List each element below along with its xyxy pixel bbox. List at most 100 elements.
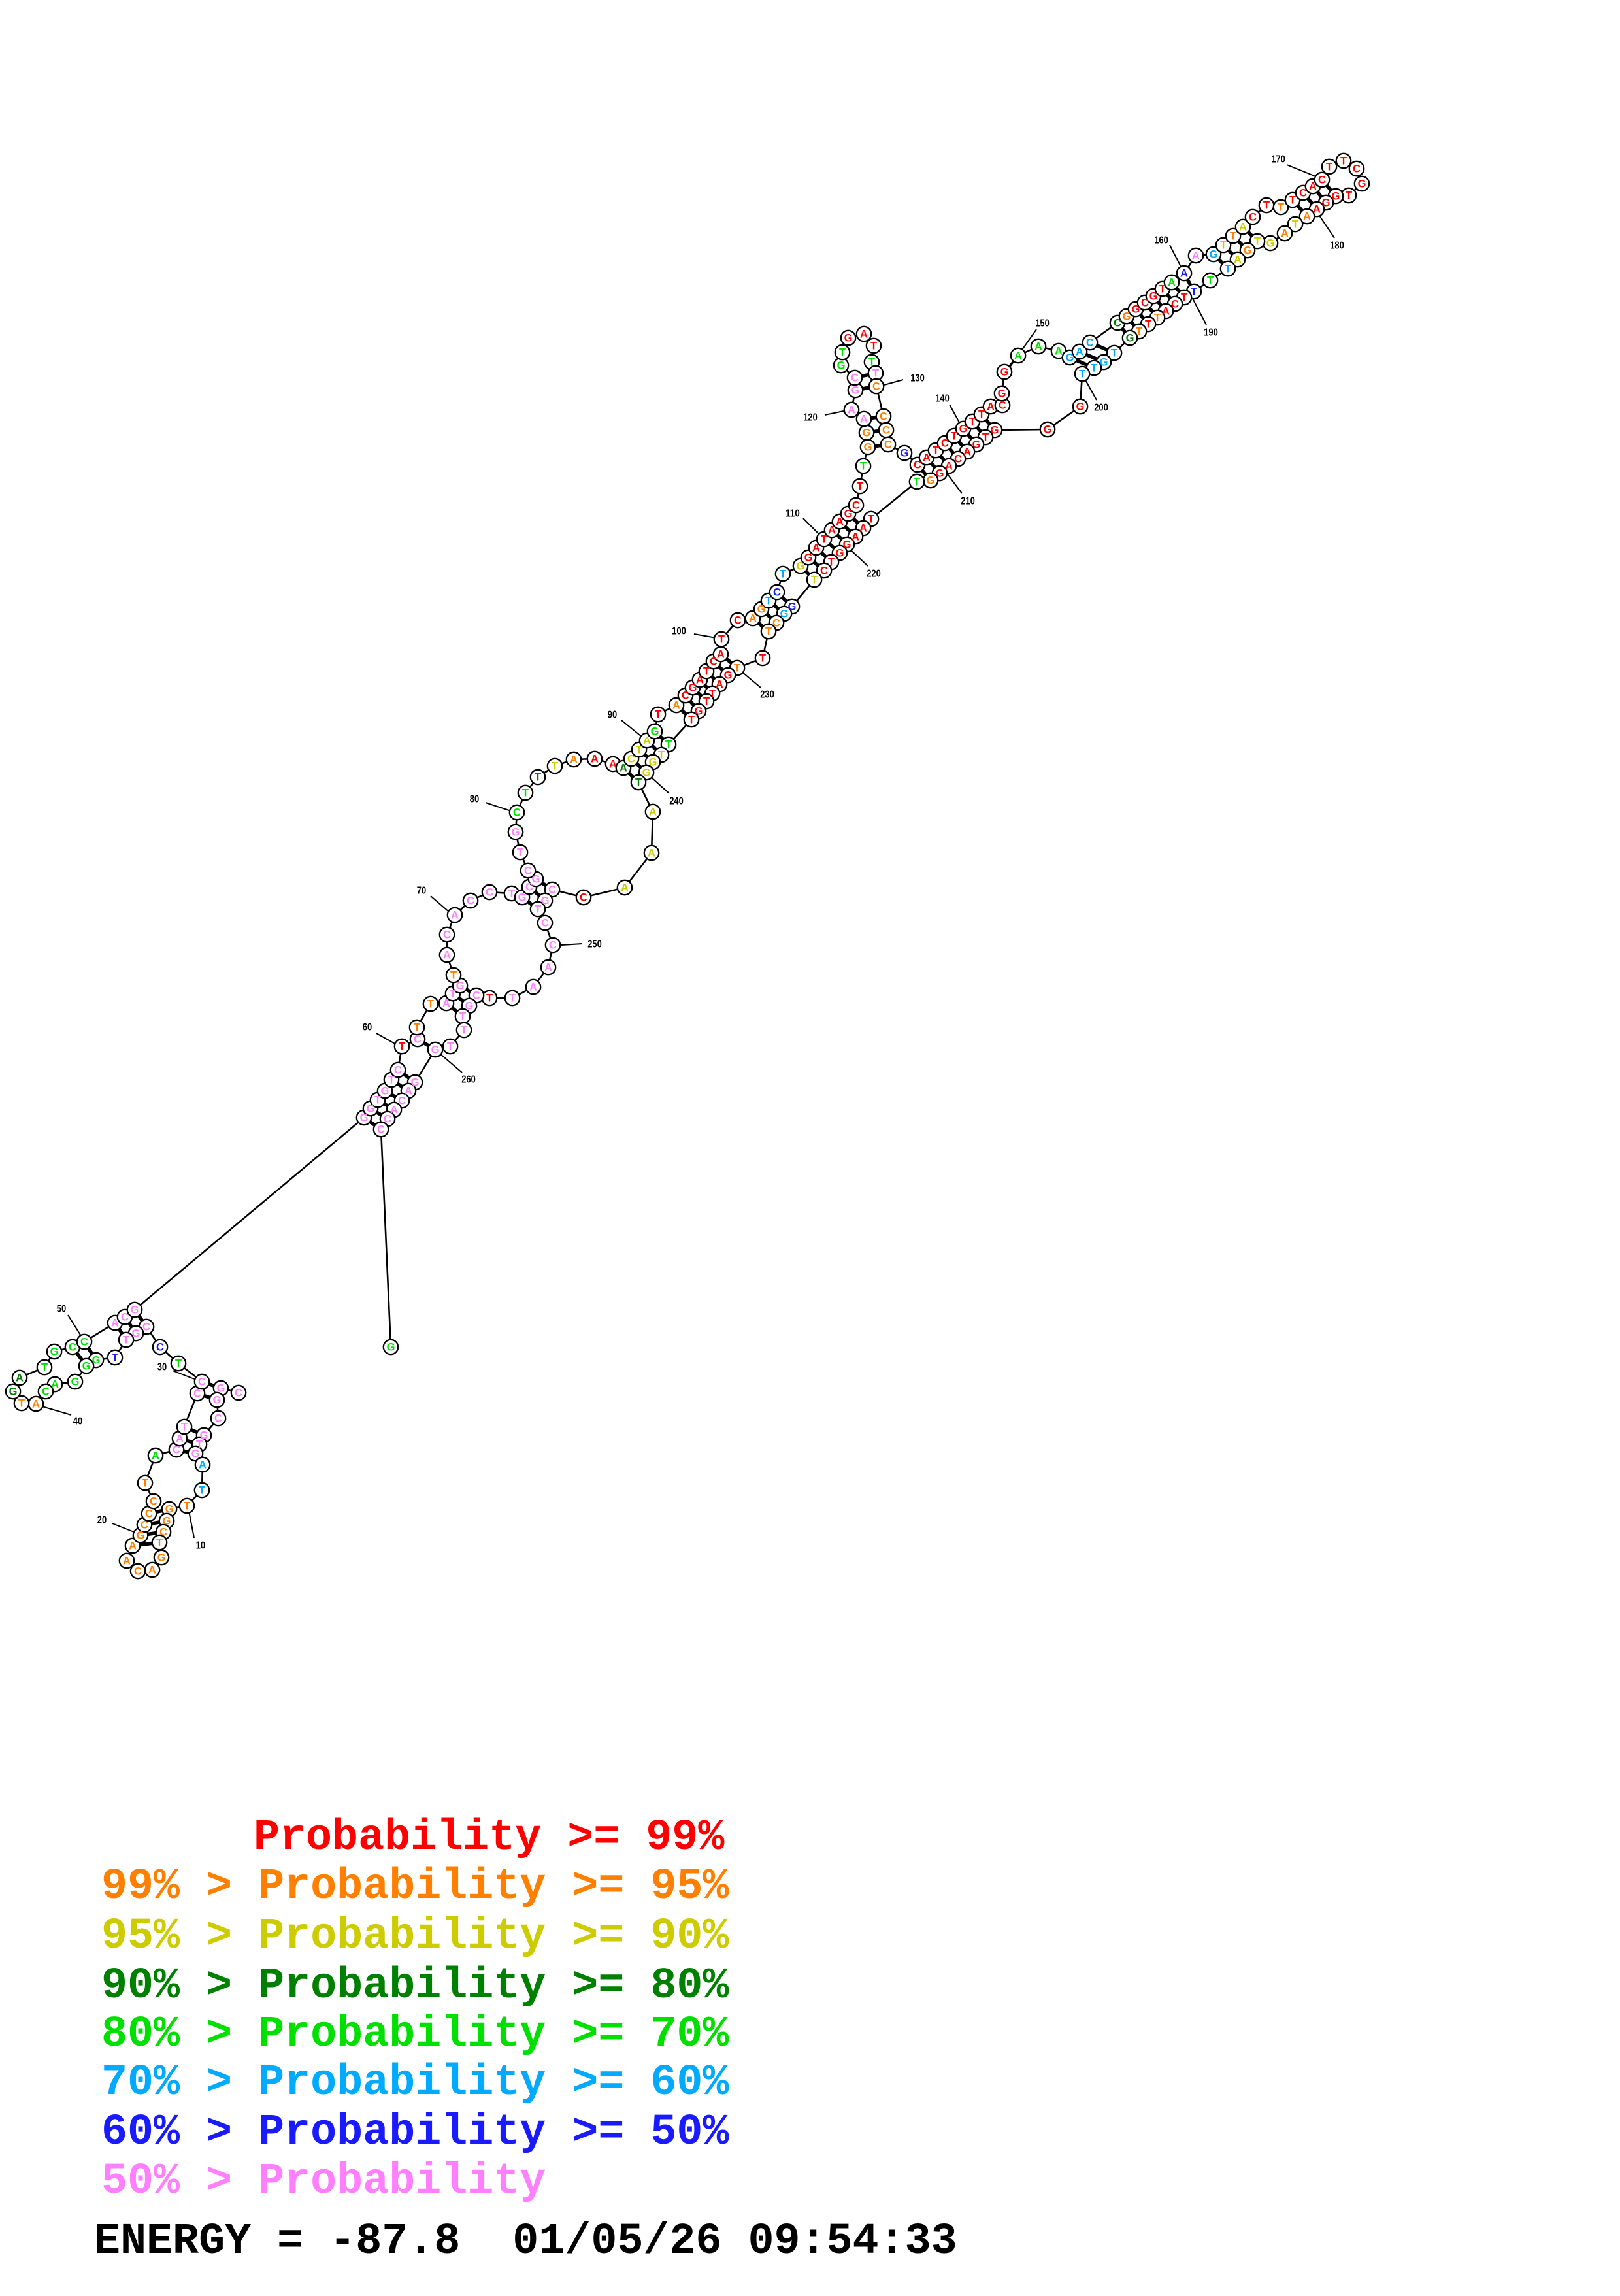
svg-text:C: C [1141,297,1149,309]
svg-text:T: T [703,696,710,708]
svg-text:T: T [1191,286,1197,298]
svg-text:A: A [643,735,651,747]
svg-text:A: A [390,1105,398,1116]
svg-text:G: G [851,385,860,397]
svg-text:T: T [1225,263,1231,275]
svg-text:C: C [772,618,780,629]
svg-text:G: G [512,827,520,839]
svg-text:T: T [860,461,867,473]
svg-text:C: C [69,1342,76,1354]
svg-text:G: G [804,552,813,564]
svg-text:G: G [927,475,935,487]
svg-text:T: T [1220,240,1227,252]
svg-text:T: T [414,1022,420,1034]
svg-text:T: T [665,739,672,751]
svg-text:20: 20 [97,1515,107,1526]
svg-text:T: T [1207,275,1214,287]
svg-text:G: G [901,448,909,459]
svg-text:A: A [648,848,655,859]
svg-text:T: T [450,988,456,1000]
svg-text:T: T [982,432,989,444]
svg-text:C: C [1318,175,1326,186]
svg-text:T: T [1079,369,1085,380]
svg-text:C: C [134,1566,142,1578]
svg-text:T: T [655,709,661,721]
svg-text:G: G [1332,191,1340,203]
svg-text:C: C [524,865,532,877]
svg-text:T: T [112,1352,118,1364]
svg-text:T: T [399,1041,405,1053]
svg-text:A: A [1055,346,1063,358]
svg-text:T: T [811,574,818,586]
svg-text:90% > Probability >= 80%: 90% > Probability >= 80% [101,1961,729,2011]
svg-text:C: C [394,1065,402,1076]
svg-text:A: A [1162,306,1170,318]
svg-text:G: G [532,874,540,886]
svg-text:T: T [821,534,827,546]
svg-text:G: G [936,468,944,480]
svg-text:G: G [689,682,697,694]
svg-text:G: G [780,608,789,620]
svg-text:T: T [718,634,725,646]
svg-text:T: T [872,368,879,380]
svg-text:G: G [1149,291,1158,303]
svg-text:A: A [51,1379,59,1391]
svg-text:G: G [157,1552,166,1564]
svg-text:T: T [969,416,976,428]
svg-text:G: G [836,548,844,559]
svg-text:T: T [1292,219,1298,231]
svg-text:G: G [1100,357,1108,369]
svg-text:T: T [1326,161,1332,173]
svg-text:A: A [848,405,855,416]
svg-text:T: T [688,714,695,726]
svg-text:G: G [844,508,853,520]
svg-text:T: T [535,904,541,916]
svg-text:260: 260 [461,1074,476,1086]
svg-text:A: A [859,523,867,535]
svg-text:A: A [717,649,725,661]
svg-text:A: A [696,674,704,686]
svg-text:A: A [860,414,868,425]
svg-text:T: T [447,1041,454,1053]
svg-text:90: 90 [608,710,617,721]
svg-text:A: A [649,807,657,818]
svg-text:A: A [443,950,451,961]
svg-text:70% > Probability >= 60%: 70% > Probability >= 60% [101,2058,729,2108]
svg-text:T: T [1289,195,1296,207]
svg-text:A: A [860,329,868,341]
svg-text:A: A [851,531,859,543]
svg-text:G: G [1123,311,1131,323]
svg-text:C: C [198,1376,206,1388]
svg-text:C: C [235,1388,242,1399]
svg-text:C: C [159,1527,167,1539]
svg-text:T: T [709,688,716,700]
svg-text:T: T [759,653,766,665]
svg-text:G: G [217,1383,225,1395]
svg-text:G: G [1244,245,1252,257]
svg-text:A: A [1076,346,1083,358]
svg-text:G: G [1076,401,1085,413]
svg-text:100: 100 [672,626,686,637]
svg-text:T: T [765,595,772,607]
svg-text:T: T [870,341,877,352]
svg-text:G: G [465,1001,474,1012]
svg-text:T: T [914,476,920,488]
svg-text:T: T [765,626,772,638]
svg-text:G: G [431,1044,440,1056]
svg-text:C: C [852,500,860,512]
svg-text:T: T [868,514,874,525]
svg-text:190: 190 [1204,327,1218,339]
svg-text:T: T [1230,231,1236,242]
svg-text:A: A [152,1450,159,1462]
svg-text:A: A [621,882,629,894]
svg-text:G: G [797,561,805,573]
svg-text:G: G [137,1530,145,1542]
svg-text:C: C [1299,188,1307,199]
svg-text:A: A [529,982,537,993]
svg-text:C: C [525,882,533,893]
svg-text:T: T [1181,292,1187,304]
svg-text:A: A [1234,254,1242,266]
svg-text:G: G [541,895,550,907]
svg-text:A: A [987,401,995,413]
svg-text:99% > Probability >= 95%: 99% > Probability >= 95% [101,1862,729,1912]
